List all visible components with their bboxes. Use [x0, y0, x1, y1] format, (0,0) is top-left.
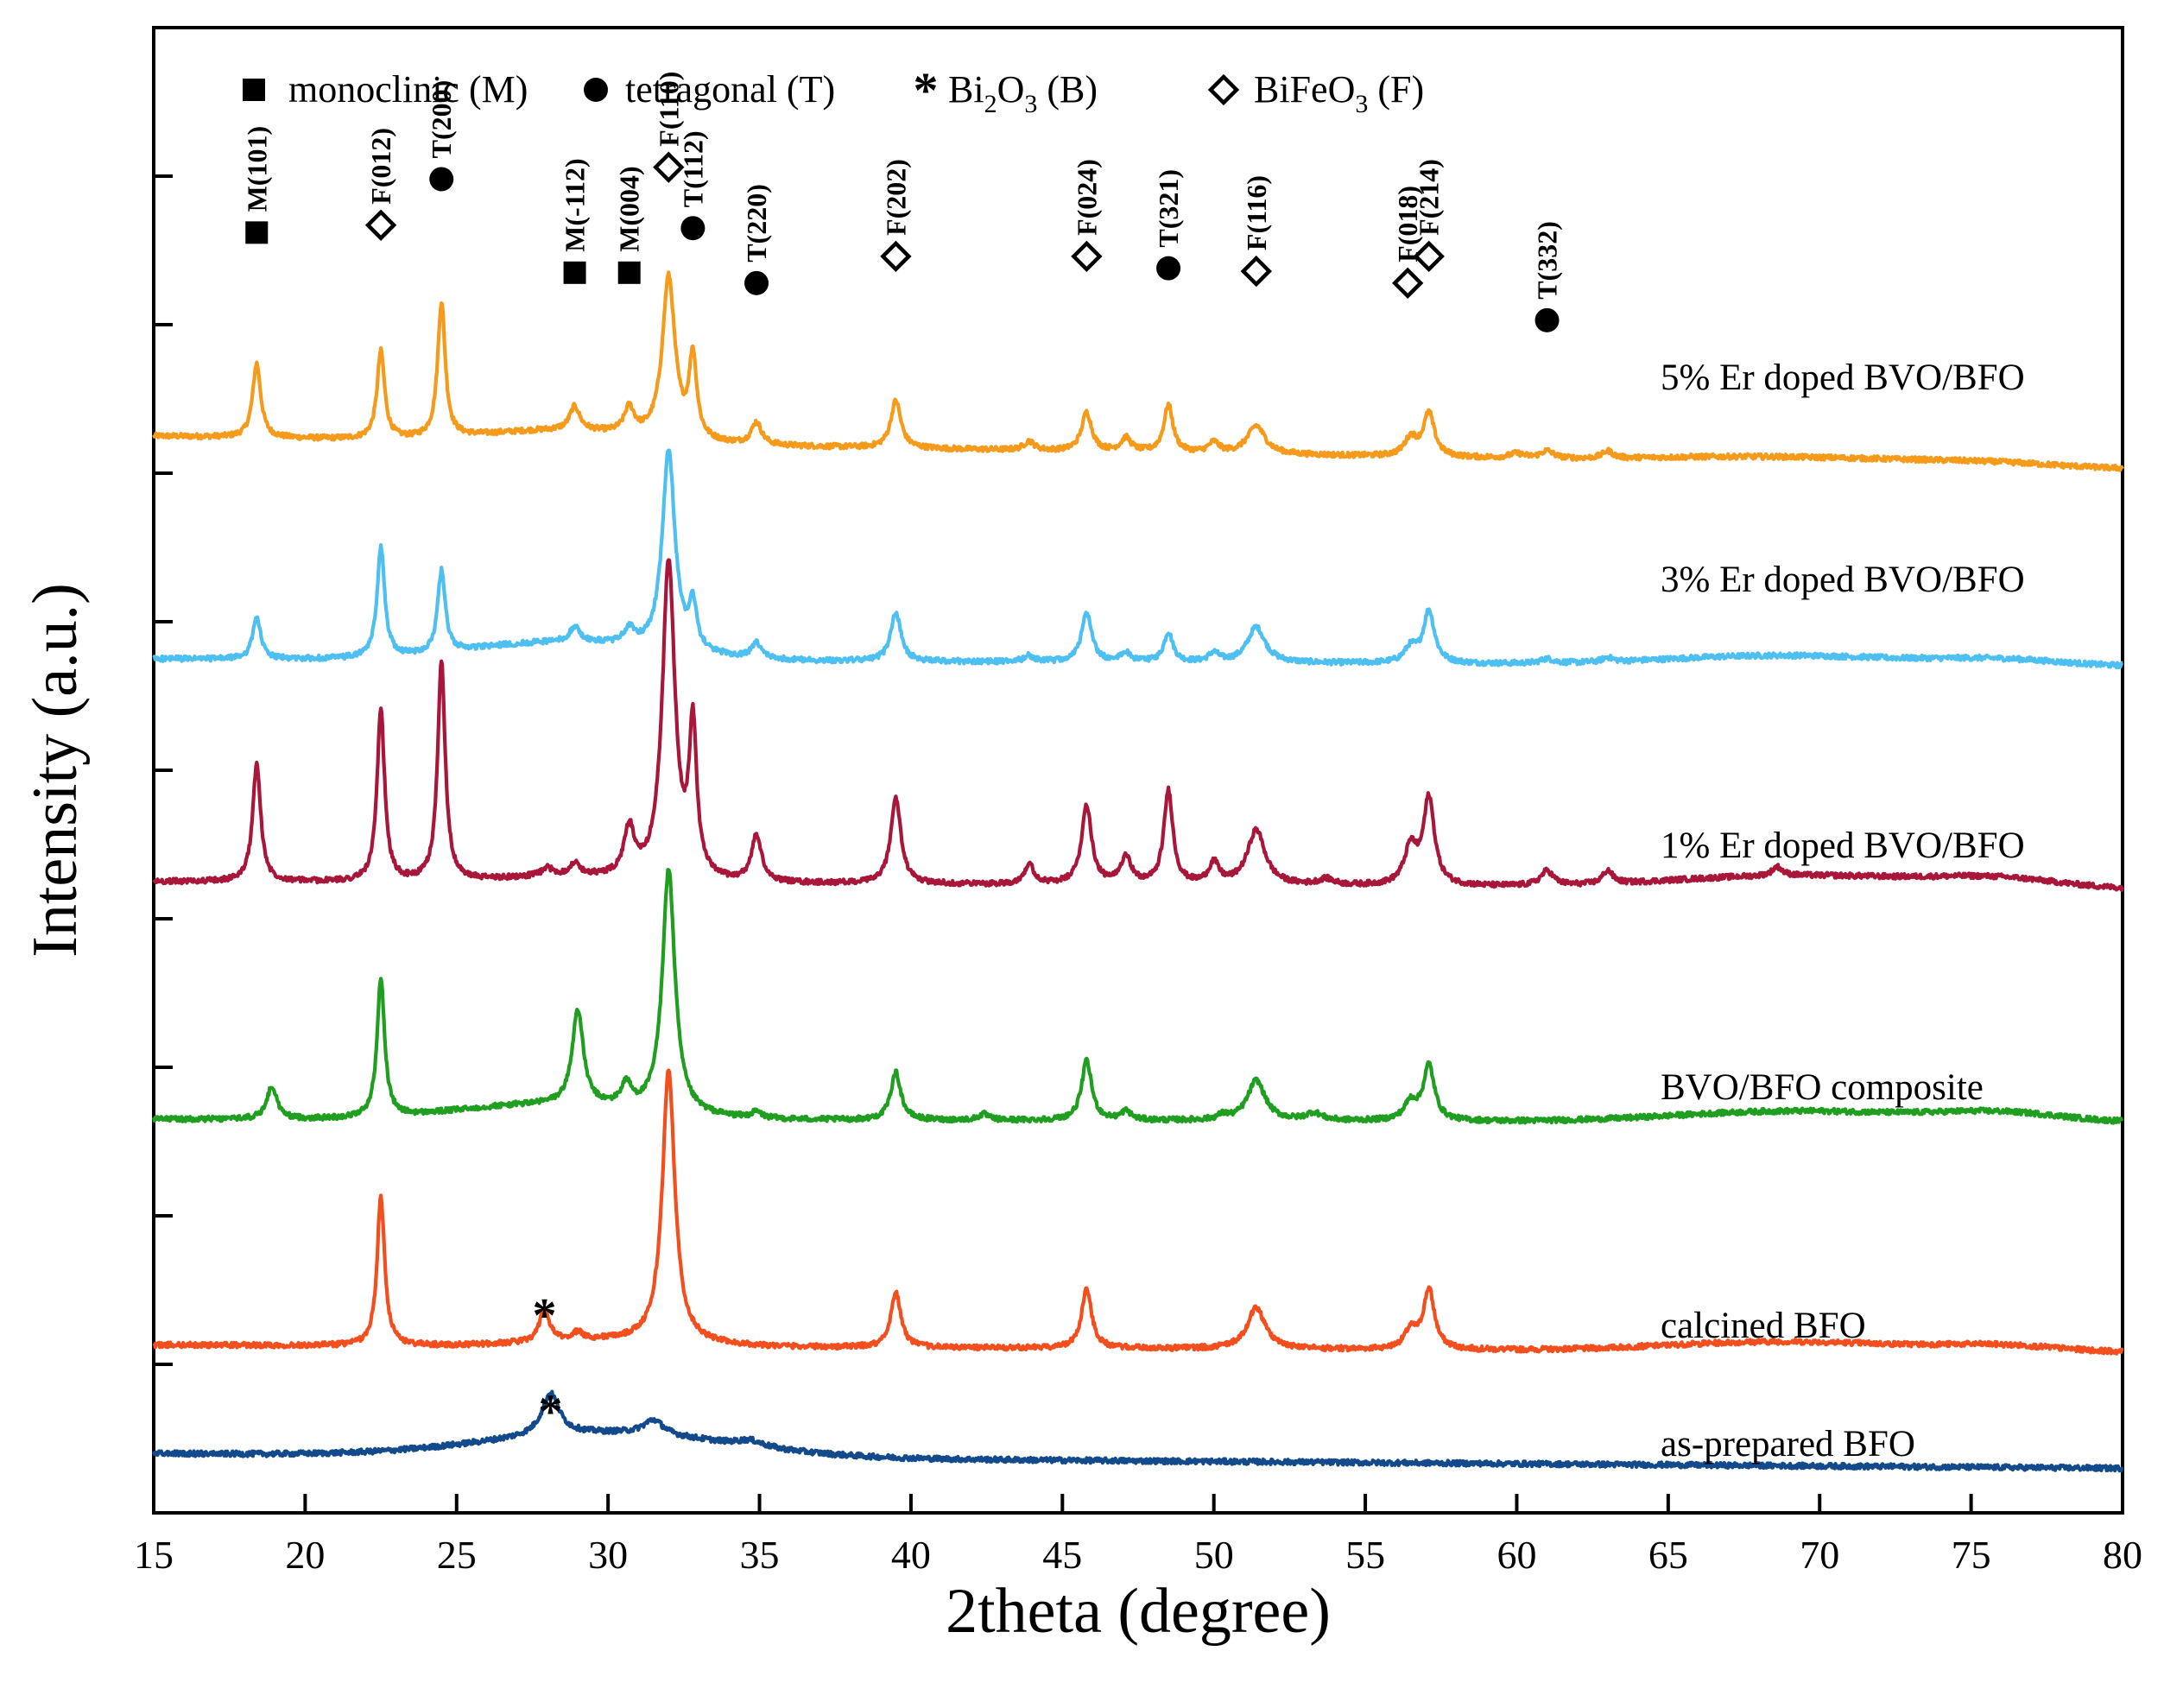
peak-label-text: F(116): [1241, 175, 1272, 250]
peak-label-text: T(321): [1153, 169, 1184, 248]
peak-label-text: T(220): [741, 184, 772, 263]
legend-label-tetragonal: tetragonal (T): [625, 68, 835, 111]
legend-asterisk-marker: *: [914, 62, 939, 118]
peak-label-m-101: M(101): [241, 126, 272, 244]
square-marker: [245, 221, 269, 244]
bi2o3-asterisk: *: [539, 1386, 563, 1439]
peak-label-f-214: F(214): [1413, 159, 1445, 273]
series-bvo-bfo-composite: [151, 868, 2124, 1125]
peak-label-text: T(332): [1532, 221, 1563, 300]
diamond-marker: [1413, 240, 1445, 273]
peak-label-text: F(214): [1414, 159, 1445, 236]
diamond-marker: [1392, 267, 1424, 300]
peak-label-f-018: F(018): [1392, 186, 1424, 300]
x-axis-label: 2theta (degree): [946, 1576, 1331, 1647]
peak-label-text: F(018): [1392, 186, 1423, 263]
peak-label-f-024: F(024): [1071, 159, 1103, 273]
x-tick-label: 40: [891, 1533, 931, 1577]
x-tick-label: 65: [1648, 1533, 1688, 1577]
peak-label-text: M(101): [241, 126, 272, 212]
x-tick-label: 50: [1194, 1533, 1234, 1577]
peak-label-text: F(012): [365, 128, 396, 205]
diamond-marker: [880, 240, 912, 273]
circle-marker: [429, 167, 454, 192]
x-tick-label: 30: [588, 1533, 628, 1577]
ticks-layer: 15 20 25 30 35 40 45 50 55 60 65 70 75 80: [134, 174, 2142, 1577]
peak-label-text: M(-112): [560, 158, 591, 251]
diamond-marker: [1240, 255, 1272, 288]
peak-label-t-332: T(332): [1532, 221, 1563, 332]
legend-circle-marker: [584, 78, 608, 102]
peak-label-text: T(200): [426, 80, 457, 159]
plot-frame: [152, 26, 2124, 1515]
annotation-layer: M(101) F(012) T(200) M(-112) M(004) F(110)T(1…: [241, 72, 1562, 1439]
peak-label-text: T(112): [677, 130, 708, 207]
peak-label-f-110: F(110): [653, 72, 685, 183]
x-tick-label: 20: [285, 1533, 325, 1577]
peak-label-m-004: M(004): [614, 166, 645, 284]
square-marker: [563, 261, 586, 284]
x-tick-label: 60: [1496, 1533, 1536, 1577]
series-label-bvo-bfo-composite: BVO/BFO composite: [1661, 1067, 1984, 1108]
series-5-er-doped-bvo-bfo: [152, 270, 2124, 472]
series-1-er-doped-bvo-bfo: [152, 558, 2125, 893]
peak-label-t-200: T(200): [426, 80, 457, 192]
series-3-er-doped-bvo-bfo: [152, 448, 2124, 670]
diamond-marker: [364, 209, 397, 241]
peak-label-text: F(110): [653, 72, 684, 147]
x-tick-label: 45: [1042, 1533, 1082, 1577]
diamond-marker: [653, 151, 685, 183]
peak-label-f-116: F(116): [1240, 175, 1272, 288]
series-layer: 5% Er doped BVO/BFO 3% Er doped BVO/BFO 1%…: [151, 270, 2125, 1473]
circle-marker: [744, 270, 769, 295]
square-marker: [617, 261, 641, 284]
peak-label-f-202: F(202): [880, 159, 912, 273]
x-tick-label: 25: [437, 1533, 477, 1577]
series-label-3-er-doped-bvo-bfo: 3% Er doped BVO/BFO: [1661, 560, 2025, 600]
series-as-prepared-bfo: [151, 1389, 2124, 1473]
peak-label-t-321: T(321): [1153, 169, 1184, 281]
diamond-marker: [1071, 240, 1103, 273]
x-tick-label: 15: [134, 1533, 174, 1577]
peak-label-t-220: T(220): [741, 184, 772, 295]
legend-label-monoclinic: monoclinic (M): [288, 68, 528, 111]
x-tick-label: 80: [2103, 1533, 2142, 1577]
peak-label-f-012: F(012): [364, 128, 397, 241]
peak-label-text: F(202): [880, 159, 911, 236]
series-label-calcined-bfo: calcined BFO: [1661, 1306, 1866, 1346]
y-axis-label: Intensity (a.u.): [20, 583, 91, 958]
legend-label-bi2o3: Bi2O3 (B): [948, 68, 1098, 118]
peak-label-m-112: M(-112): [560, 158, 591, 284]
legend: monoclinic (M) tetragonal (T) * Bi2O3 (B) Bi…: [243, 62, 1424, 118]
x-tick-label: 55: [1345, 1533, 1385, 1577]
legend-diamond-marker: [1207, 73, 1240, 106]
x-tick-label: 70: [1800, 1533, 1839, 1577]
series-label-as-prepared-bfo: as-prepared BFO: [1661, 1424, 1915, 1464]
series-label-1-er-doped-bvo-bfo: 1% Er doped BVO/BFO: [1661, 826, 2025, 866]
peak-label-text: M(004): [614, 166, 645, 252]
peak-label-t-112: T(112): [677, 130, 708, 241]
legend-square-marker: [243, 79, 265, 101]
peak-label-text: F(024): [1071, 159, 1102, 236]
x-tick-label: 35: [740, 1533, 780, 1577]
x-tick-label: 75: [1952, 1533, 1991, 1577]
series-calcined-bfo: [152, 1068, 2124, 1356]
series-label-5-er-doped-bvo-bfo: 5% Er doped BVO/BFO: [1661, 357, 2025, 398]
circle-marker: [1156, 256, 1181, 281]
bi2o3-asterisk: *: [532, 1289, 556, 1343]
circle-marker: [1534, 307, 1560, 332]
legend-label-bifeo3: BiFeO3 (F): [1254, 68, 1424, 118]
circle-marker: [680, 216, 706, 241]
